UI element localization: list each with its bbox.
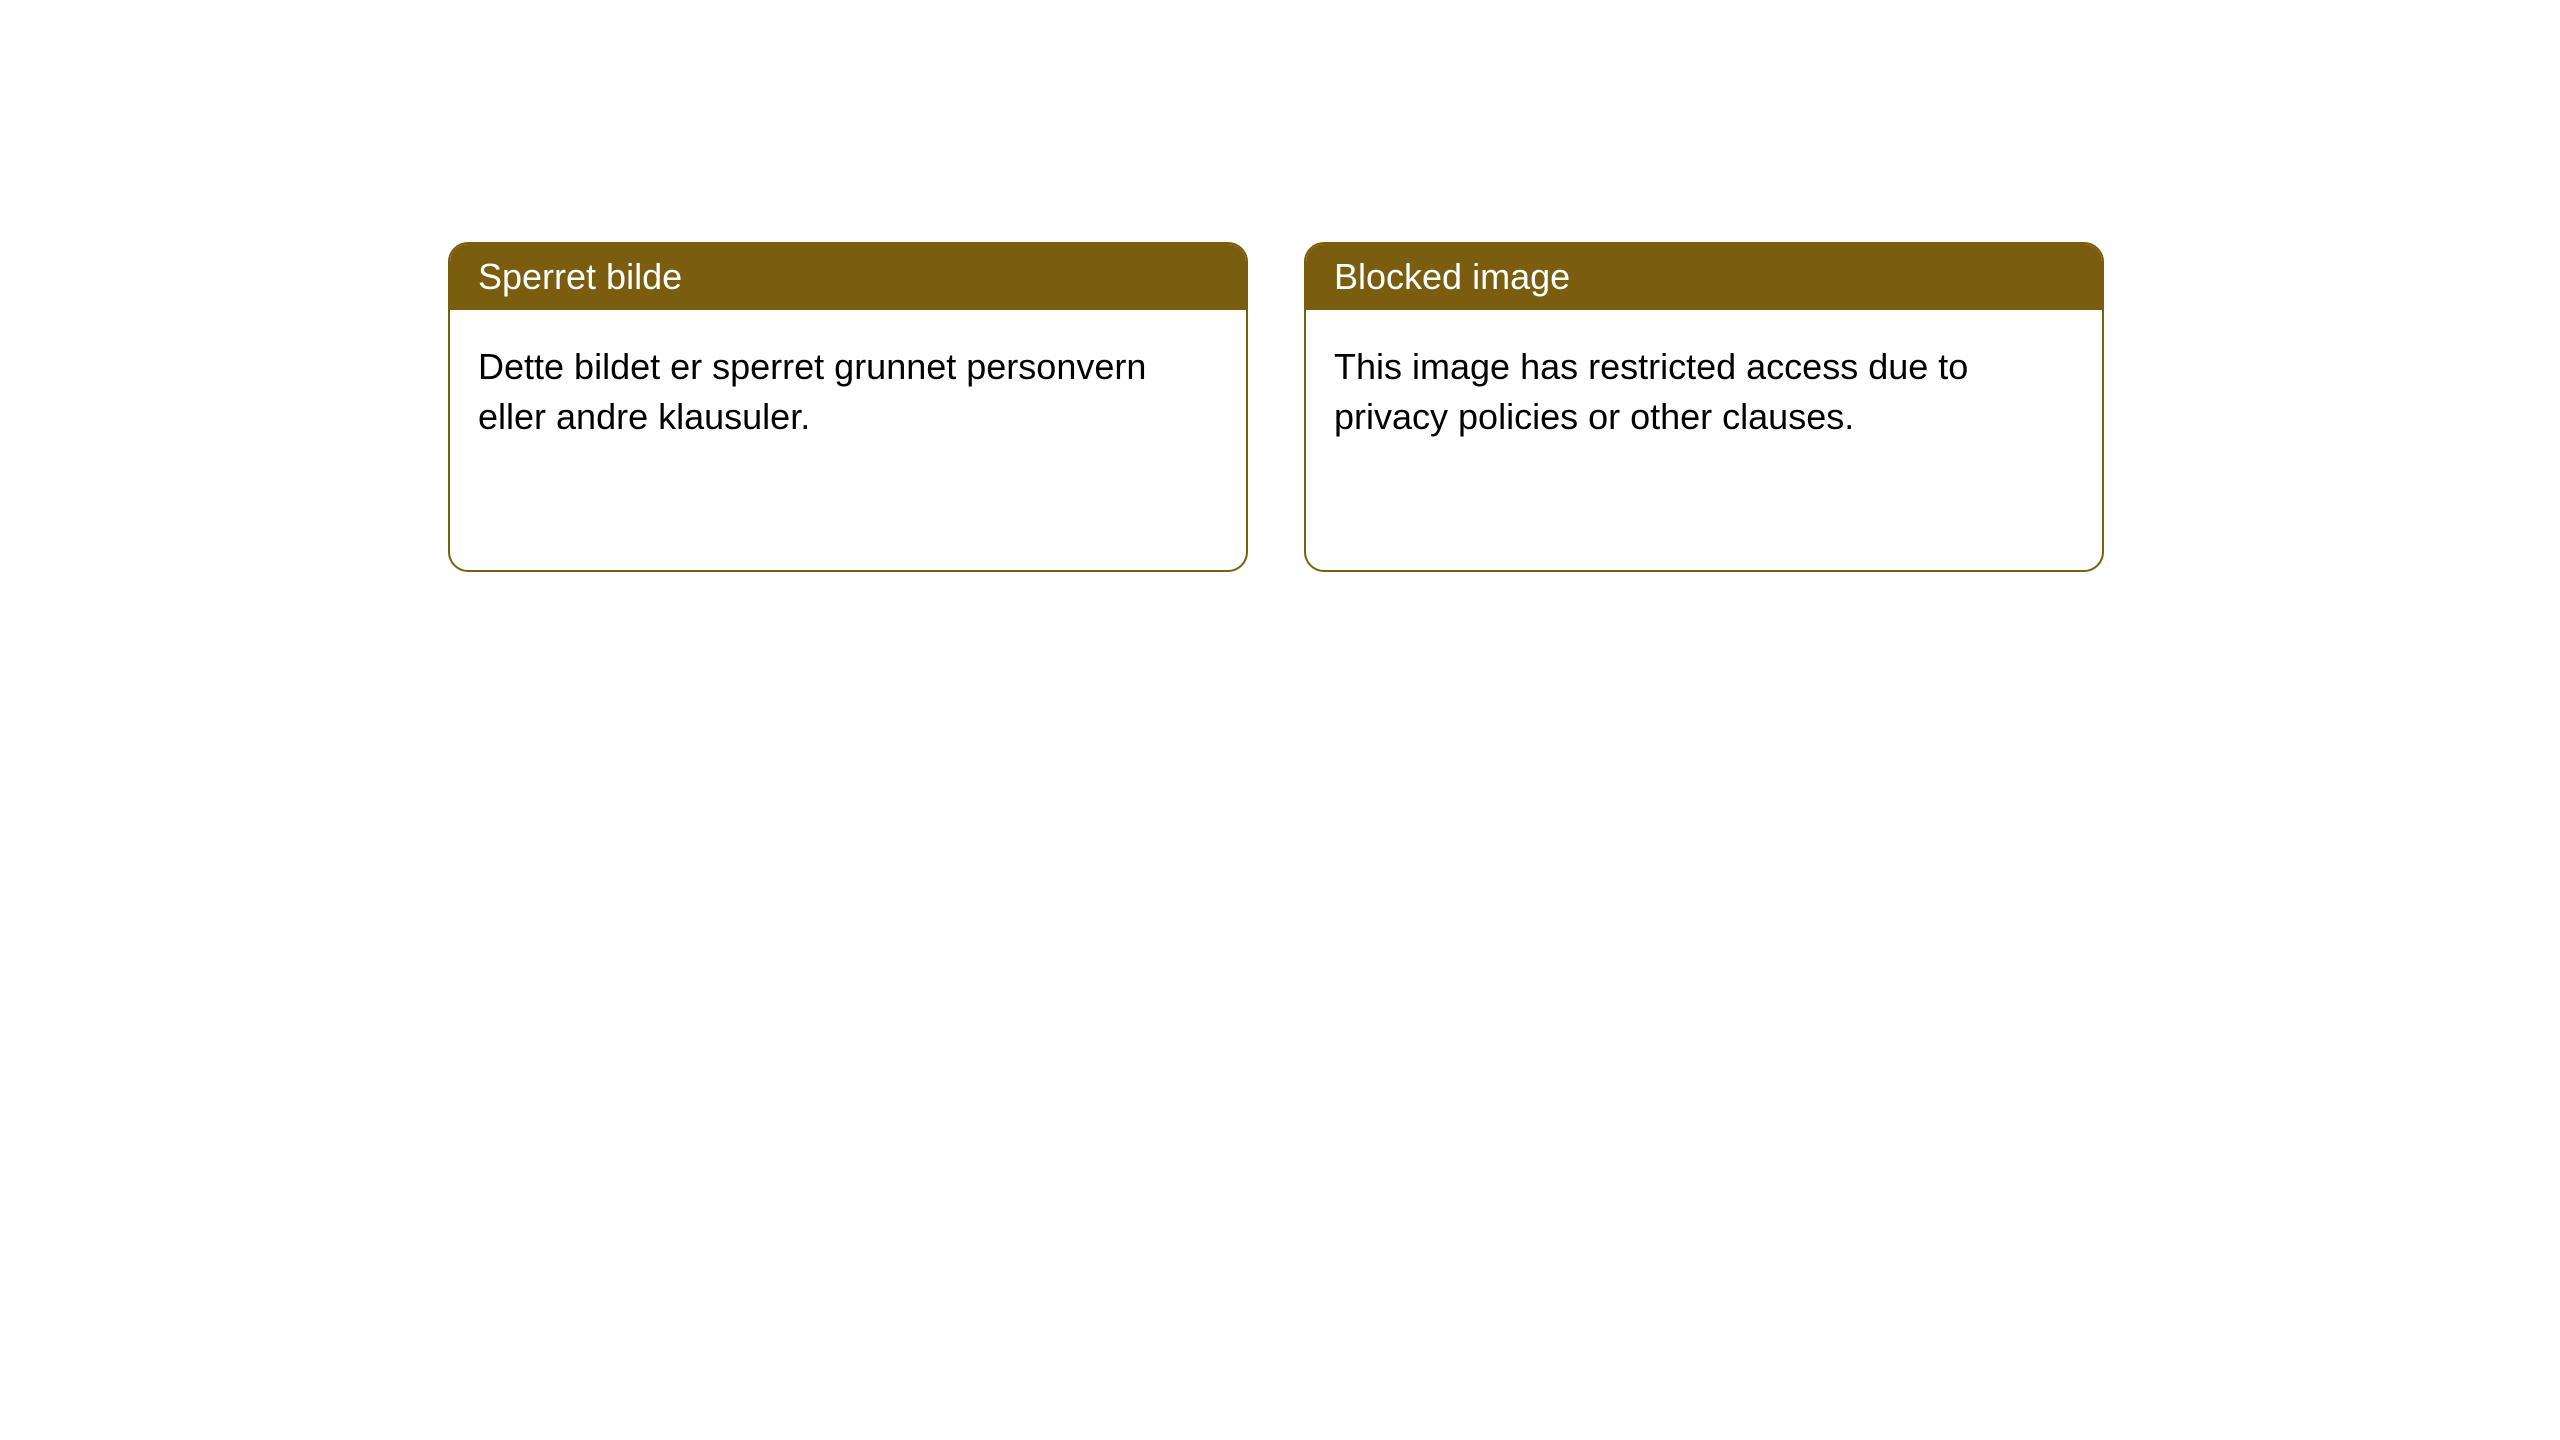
card-body: Dette bildet er sperret grunnet personve… [450, 310, 1246, 475]
card-header: Sperret bilde [450, 244, 1246, 310]
card-title: Sperret bilde [478, 256, 682, 297]
notice-card-norwegian: Sperret bilde Dette bildet er sperret gr… [448, 242, 1248, 572]
card-body-text: This image has restricted access due to … [1334, 346, 1968, 437]
card-title: Blocked image [1334, 256, 1570, 297]
notice-container: Sperret bilde Dette bildet er sperret gr… [448, 242, 2104, 572]
card-body: This image has restricted access due to … [1306, 310, 2102, 475]
notice-card-english: Blocked image This image has restricted … [1304, 242, 2104, 572]
card-header: Blocked image [1306, 244, 2102, 310]
card-body-text: Dette bildet er sperret grunnet personve… [478, 346, 1146, 437]
